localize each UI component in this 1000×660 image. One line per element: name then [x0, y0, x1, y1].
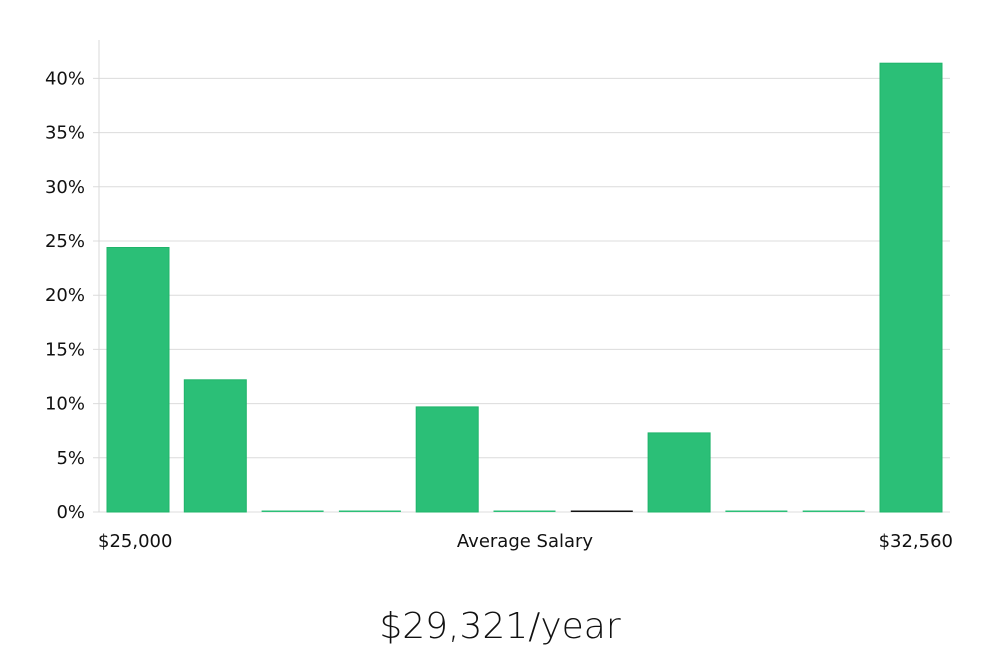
histogram-bar — [493, 510, 556, 512]
y-tick-label: 5% — [56, 448, 85, 469]
y-tick-label: 15% — [45, 339, 85, 360]
y-tick-label: 35% — [45, 123, 85, 144]
salary-marker-bar — [570, 510, 633, 512]
y-tick-label: 30% — [45, 177, 85, 198]
bars — [106, 62, 943, 513]
y-tick-label: 25% — [45, 231, 85, 252]
histogram-bar — [725, 510, 788, 512]
histogram-bar — [183, 379, 247, 513]
x-axis-title: Average Salary — [457, 531, 594, 552]
y-tick-label: 40% — [45, 68, 85, 89]
x-max-label: $32,560 — [879, 531, 953, 552]
histogram-bar — [338, 510, 401, 512]
y-tick-label: 0% — [56, 502, 85, 523]
histogram-bar — [647, 432, 711, 513]
histogram-bar — [802, 510, 865, 512]
histogram-bar — [879, 62, 943, 513]
x-min-label: $25,000 — [98, 531, 172, 552]
histogram-bar — [106, 247, 170, 513]
y-tick-label: 20% — [45, 285, 85, 306]
y-tick-labels: 0% 5% 10% 15% 20% 25% 30% 35% 40% — [45, 68, 85, 523]
average-salary-value: $29,321/year — [379, 606, 621, 647]
histogram-bar — [261, 510, 324, 512]
salary-histogram-chart: 0% 5% 10% 15% 20% 25% 30% 35% 40% $25,000 Averag… — [45, 40, 953, 552]
histogram-bar — [415, 406, 479, 513]
y-tick-label: 10% — [45, 394, 85, 415]
